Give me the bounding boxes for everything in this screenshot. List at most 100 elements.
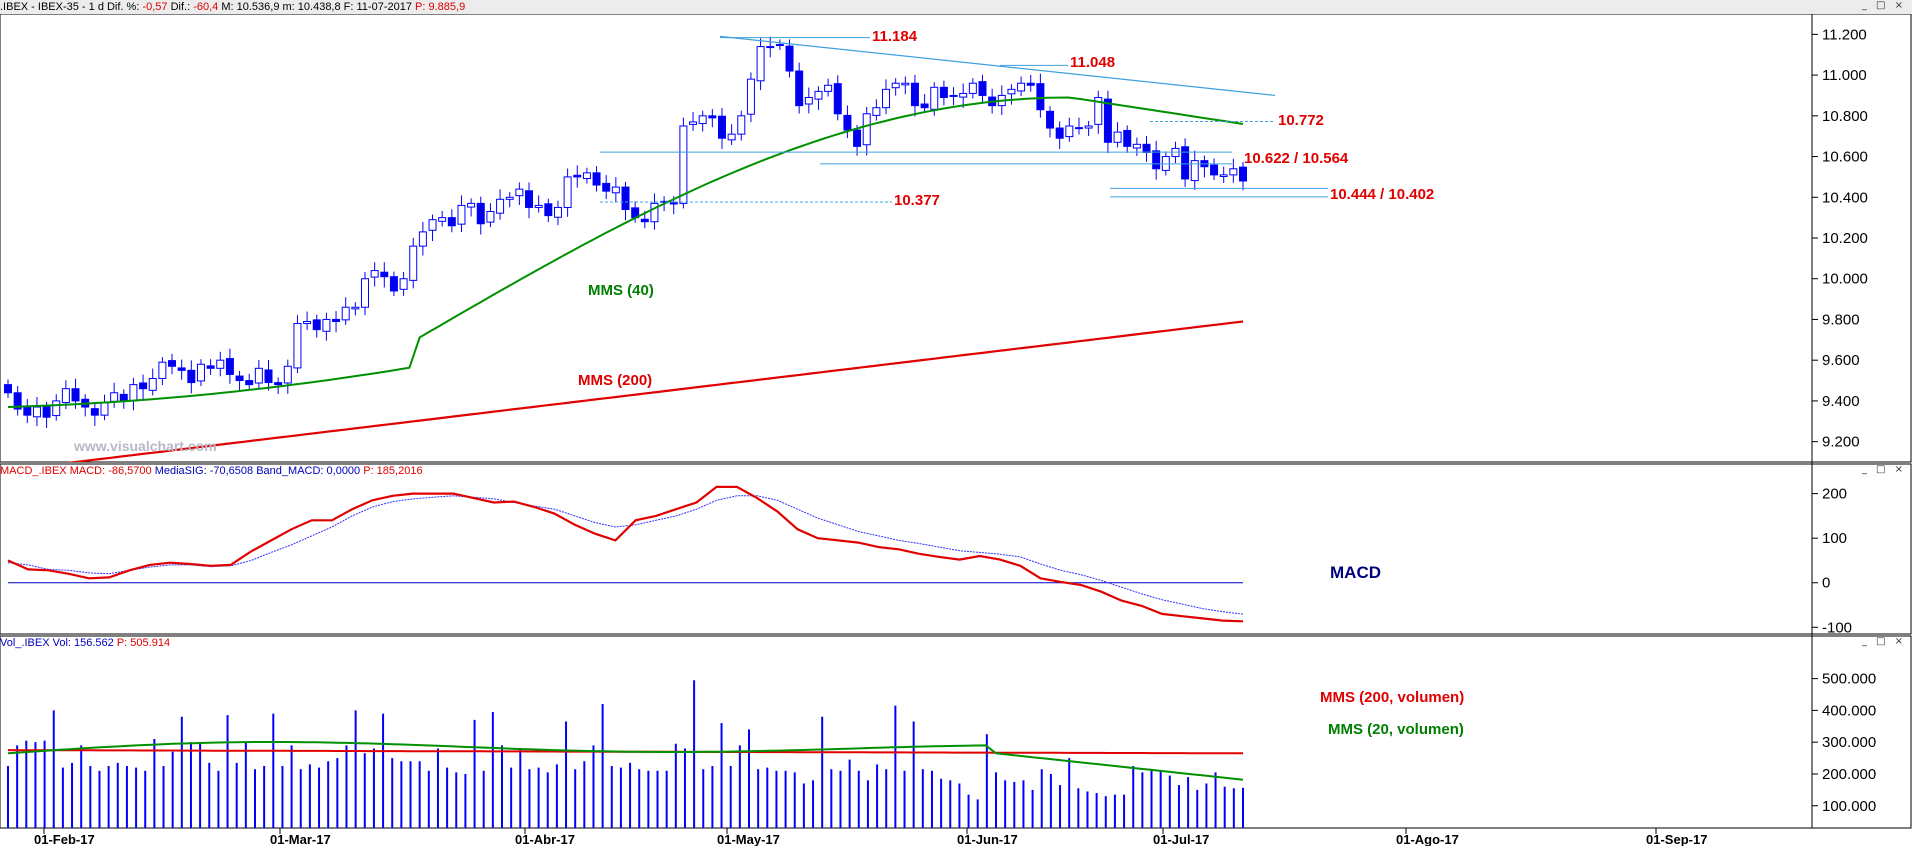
candle-body-16 [158, 361, 167, 380]
macd-y-tick-label-3: -100 [1822, 619, 1852, 636]
candle-body-93 [901, 82, 910, 86]
mms200-line [66, 320, 1244, 462]
candle-body-10 [100, 402, 109, 416]
candle-body-53 [515, 188, 524, 197]
candle-body-95 [920, 103, 929, 109]
candle-body-56 [544, 203, 553, 217]
candle-body-69 [669, 202, 678, 205]
volume-header-name: Vol_.IBEX [0, 637, 50, 649]
candle-body-74 [717, 115, 726, 139]
vol-mms200-label: MMS (200, volumen) [1320, 689, 1465, 706]
macd-header-p: P: 185,2016 [363, 465, 423, 477]
candle-body-32 [312, 319, 321, 331]
price-header-dif: -60,4 [193, 1, 219, 13]
candle-body-47 [457, 204, 466, 225]
candle-body-51 [496, 198, 505, 214]
candle-body-34 [332, 318, 341, 322]
price-y-tick-label-6: 10.000 [1822, 271, 1868, 288]
candle-body-49 [476, 202, 485, 225]
candle-body-59 [573, 174, 582, 178]
level-10444-label: 10.444 / 10.402 [1330, 186, 1435, 203]
candle-body-13 [129, 384, 138, 402]
candle-body-100 [968, 82, 977, 94]
candle-body-98 [949, 94, 958, 97]
candle-body-26 [254, 367, 263, 384]
volume-panel-buttons[interactable]: _ □ × [1861, 636, 1906, 647]
vol-mms20-line [7, 741, 1244, 781]
watermark: www.visualchart.com [74, 438, 217, 454]
candle-body-31 [303, 320, 312, 325]
macd-y-tick-label-0: 200 [1822, 486, 1847, 503]
candle-body-90 [872, 107, 881, 116]
candle-body-83 [804, 96, 813, 105]
candle-body-111 [1074, 127, 1083, 130]
candle-body-48 [467, 202, 476, 208]
candle-body-41 [399, 278, 408, 290]
candle-body-88 [853, 129, 862, 147]
candle-body-109 [1055, 127, 1064, 139]
macd-panel-buttons[interactable]: _ □ × [1861, 464, 1906, 475]
volume-y-tick-label-0: 500.000 [1822, 671, 1876, 688]
macd-label: MACD [1330, 563, 1381, 582]
macd-header-name: MACD_.IBEX [0, 465, 67, 477]
x-tick-label-3: 01-May-17 [717, 832, 780, 846]
candle-body-4 [42, 406, 51, 418]
candle-body-2 [23, 406, 32, 416]
macd-header-band: Band_MACD: 0,0000 [256, 465, 361, 477]
candle-body-70 [679, 125, 688, 204]
candle-body-67 [650, 202, 659, 223]
candle-body-77 [746, 78, 755, 115]
candle-body-126 [1219, 174, 1228, 178]
x-tick-label-5: 01-Jul-17 [1153, 832, 1209, 846]
candle-body-23 [225, 358, 234, 375]
candle-body-28 [274, 382, 283, 386]
candle-body-123 [1190, 160, 1199, 182]
candle-body-5 [52, 400, 61, 417]
candle-body-119 [1152, 150, 1161, 170]
volume-y-tick-label-2: 300.000 [1822, 734, 1876, 751]
candle-body-101 [978, 81, 987, 96]
candle-body-79 [766, 46, 775, 49]
price-y-tick-label-3: 10.600 [1822, 149, 1868, 166]
candle-body-21 [206, 365, 215, 369]
level-11048-label: 11.048 [1070, 54, 1116, 71]
x-tick-label-6: 01-Ago-17 [1396, 832, 1459, 846]
price-header-date: F: 11-07-2017 [343, 1, 412, 13]
mms40-line [7, 96, 1244, 408]
candle-body-38 [370, 270, 379, 278]
candle-body-27 [264, 369, 273, 384]
x-tick-label-7: 01-Sep-17 [1646, 832, 1707, 846]
candle-body-35 [341, 306, 350, 321]
volume-panel-frame [0, 635, 1912, 829]
candle-body-36 [351, 306, 360, 310]
price-header-max: M: 10.536,9 [221, 1, 280, 13]
price-y-tick-label-5: 10.200 [1822, 230, 1868, 247]
price-y-tick-label-10: 9.200 [1822, 434, 1860, 451]
candle-body-33 [322, 318, 331, 332]
candle-body-75 [727, 133, 736, 141]
candle-body-104 [1007, 88, 1016, 95]
macd-header-signal: MediaSIG: -70,6508 [154, 465, 254, 477]
candle-body-46 [447, 217, 456, 227]
price-header-ticker: .IBEX - IBEX-35 - 1 d Dif. %: [0, 1, 140, 13]
candle-body-125 [1210, 164, 1219, 176]
candle-body-89 [862, 113, 871, 146]
candle-body-114 [1103, 98, 1112, 143]
candle-body-11 [110, 392, 119, 402]
candle-body-82 [795, 70, 804, 107]
candle-body-110 [1065, 125, 1074, 138]
candle-body-78 [756, 46, 765, 82]
price-panel-frame [0, 13, 1912, 463]
candle-body-6 [61, 388, 70, 404]
price-panel-buttons[interactable]: _ □ × [1861, 0, 1906, 11]
candle-body-84 [814, 90, 823, 100]
x-tick-label-0: 01-Feb-17 [34, 832, 95, 846]
candle-body-12 [119, 393, 128, 402]
volume-header-p: P: 505.914 [116, 637, 171, 649]
price-header-dif-label: Dif.: [170, 1, 191, 13]
candle-body-20 [196, 363, 205, 382]
mms200-label: MMS (200) [578, 372, 653, 389]
price-y-tick-label-1: 11.000 [1822, 67, 1867, 84]
candle-body-105 [1017, 82, 1026, 92]
